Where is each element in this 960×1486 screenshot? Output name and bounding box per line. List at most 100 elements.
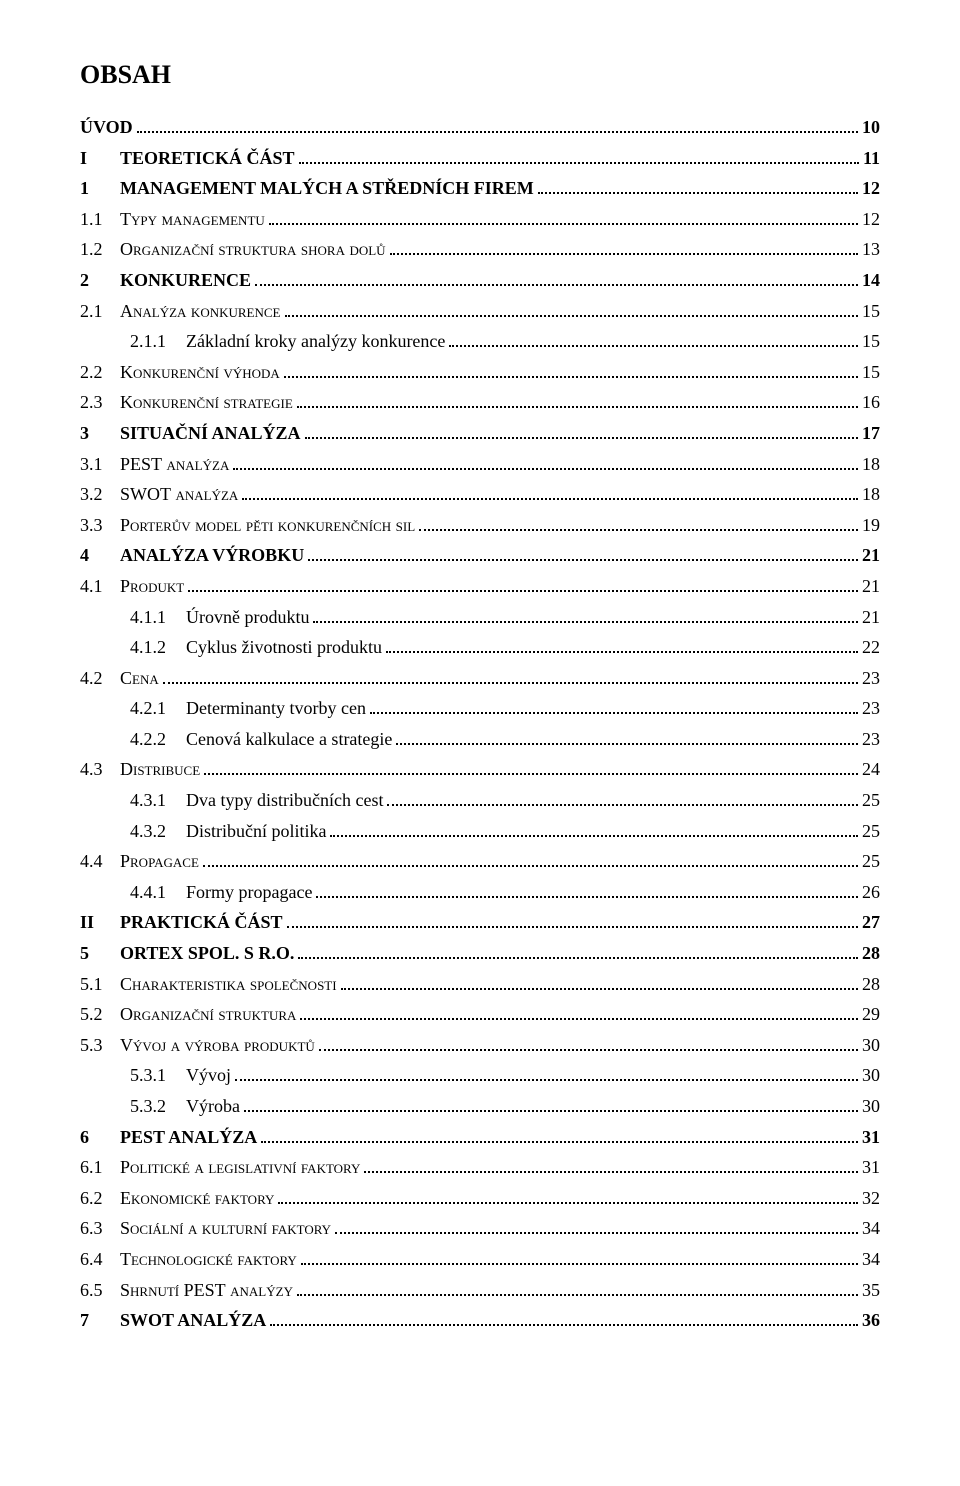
toc-entry-label: 4.4Propagace: [80, 846, 199, 877]
toc-entry-label: 5.2Organizační struktura: [80, 999, 296, 1030]
toc-entry-page: 34: [862, 1244, 880, 1275]
toc-dots: [316, 880, 858, 898]
toc-entry-page: 25: [862, 846, 880, 877]
toc-dots: [341, 971, 858, 989]
toc-dots: [313, 604, 858, 622]
toc-dots: [287, 910, 858, 928]
toc-entry-label: 5ORTEX SPOL. S R.O.: [80, 938, 294, 969]
toc-entry-label: 2.2Konkurenční výhoda: [80, 357, 280, 388]
toc-entry: 7SWOT ANALÝZA36: [80, 1305, 880, 1336]
toc-entry: 2.1Analýza konkurence 15: [80, 296, 880, 327]
toc-entry-page: 31: [862, 1122, 880, 1153]
toc-entry-label: 4.3.2Distribuční politika: [130, 816, 326, 847]
toc-entry-page: 34: [862, 1213, 880, 1244]
toc-dots: [269, 207, 858, 225]
toc-dots: [396, 727, 858, 745]
toc-entry-page: 22: [862, 632, 880, 663]
toc-entry: 4.2.1Determinanty tvorby cen23: [80, 693, 880, 724]
toc-entry-page: 21: [862, 571, 880, 602]
toc-entry: 5.1Charakteristika společnosti28: [80, 969, 880, 1000]
toc-entry-label: ITEORETICKÁ ČÁST: [80, 143, 295, 174]
toc-dots: [298, 941, 858, 959]
toc-entry: 5.3.1Vývoj30: [80, 1060, 880, 1091]
toc-dots: [335, 1216, 858, 1234]
toc-dots: [370, 696, 858, 714]
toc-dots: [297, 1277, 858, 1295]
toc-entry: 3SITUAČNÍ ANALÝZA17: [80, 418, 880, 449]
toc-entry-page: 15: [862, 326, 880, 357]
toc-entry-page: 26: [862, 877, 880, 908]
toc-entry-page: 15: [862, 296, 880, 327]
toc-entry-label: 6.3Sociální a kulturní faktory: [80, 1213, 331, 1244]
toc-entry-label: 4.4.1Formy propagace: [130, 877, 312, 908]
toc-dots: [270, 1308, 858, 1326]
toc-entry: 4.2.2Cenová kalkulace a strategie23: [80, 724, 880, 755]
toc-entry-label: 4.1.1Úrovně produktu: [130, 602, 309, 633]
toc-entry-page: 16: [862, 387, 880, 418]
toc-entry: 2.1.1Základní kroky analýzy konkurence15: [80, 326, 880, 357]
toc-entry-label: 1.1Typy managementu: [80, 204, 265, 235]
toc-dots: [297, 390, 858, 408]
toc-entry-page: 29: [862, 999, 880, 1030]
toc-entry-label: 6.1Politické a legislativní faktory: [80, 1152, 360, 1183]
toc-entry: 1MANAGEMENT MALÝCH A STŘEDNÍCH FIREM12: [80, 173, 880, 204]
toc-entry: 1.2Organizační struktura shora dolů13: [80, 234, 880, 265]
toc-entry: 6.1Politické a legislativní faktory 31: [80, 1152, 880, 1183]
toc-entry-page: 23: [862, 663, 880, 694]
toc-entry: 5.2Organizační struktura 29: [80, 999, 880, 1030]
toc-entry-page: 11: [863, 143, 880, 174]
toc-entry-label: ÚVOD: [80, 112, 133, 143]
toc-entry-label: 6.2Ekonomické faktory: [80, 1183, 274, 1214]
toc-dots: [387, 788, 858, 806]
toc-dots: [305, 421, 858, 439]
toc-entry-label: 2.3Konkurenční strategie: [80, 387, 293, 418]
toc-entry-page: 18: [862, 449, 880, 480]
toc-entry-label: 4.2.2Cenová kalkulace a strategie: [130, 724, 392, 755]
toc-entry-page: 10: [862, 112, 880, 143]
toc-entry: 2.2Konkurenční výhoda 15: [80, 357, 880, 388]
toc-entry-page: 35: [862, 1275, 880, 1306]
toc-entry-page: 15: [862, 357, 880, 388]
toc-entry-label: 1.2Organizační struktura shora dolů: [80, 234, 386, 265]
toc-entry: 4.4Propagace 25: [80, 846, 880, 877]
toc-entry: 4.2Cena23: [80, 663, 880, 694]
toc-entry: 4.4.1Formy propagace 26: [80, 877, 880, 908]
toc-dots: [204, 757, 858, 775]
toc-dots: [203, 849, 858, 867]
toc-container: ÚVOD 10 ITEORETICKÁ ČÁST 111MANAGEMENT MALÝ…: [80, 112, 880, 1336]
toc-dots: [163, 666, 858, 684]
toc-dots: [235, 1063, 858, 1081]
toc-entry-page: 23: [862, 693, 880, 724]
toc-entry: 1.1Typy managementu 12: [80, 204, 880, 235]
toc-dots: [300, 1002, 858, 1020]
toc-entry-label: IIPRAKTICKÁ ČÁST: [80, 907, 283, 938]
toc-entry: 3.3Porterův model pěti konkurenčních sil…: [80, 510, 880, 541]
toc-entry: ÚVOD 10: [80, 112, 880, 143]
toc-dots: [284, 360, 858, 378]
toc-entry: 4.1.2Cyklus životnosti produktu22: [80, 632, 880, 663]
toc-entry-label: 2.1Analýza konkurence: [80, 296, 281, 327]
toc-entry-page: 30: [862, 1091, 880, 1122]
toc-entry-page: 21: [862, 540, 880, 571]
toc-entry-page: 31: [862, 1152, 880, 1183]
toc-entry-page: 14: [862, 265, 880, 296]
toc-dots: [538, 176, 858, 194]
toc-dots: [390, 237, 858, 255]
toc-dots: [188, 574, 858, 592]
toc-entry-label: 6.5Shrnutí PEST analýzy: [80, 1275, 293, 1306]
toc-entry-label: 5.3Vývoj a výroba produktů: [80, 1030, 315, 1061]
toc-entry-page: 17: [862, 418, 880, 449]
toc-entry: 5.3Vývoj a výroba produktů30: [80, 1030, 880, 1061]
toc-entry-label: 4ANALÝZA VÝROBKU: [80, 540, 304, 571]
toc-entry: 4.1.1Úrovně produktu21: [80, 602, 880, 633]
toc-entry: 2.3Konkurenční strategie 16: [80, 387, 880, 418]
toc-dots: [244, 1094, 858, 1112]
toc-entry-page: 36: [862, 1305, 880, 1336]
toc-title: OBSAH: [80, 60, 880, 90]
toc-entry-page: 30: [862, 1060, 880, 1091]
toc-entry-label: 6PEST ANALÝZA: [80, 1122, 257, 1153]
toc-entry-label: 5.3.2Výroba: [130, 1091, 240, 1122]
toc-entry-page: 12: [862, 204, 880, 235]
toc-entry-label: 6.4Technologické faktory: [80, 1244, 297, 1275]
toc-dots: [137, 115, 858, 133]
